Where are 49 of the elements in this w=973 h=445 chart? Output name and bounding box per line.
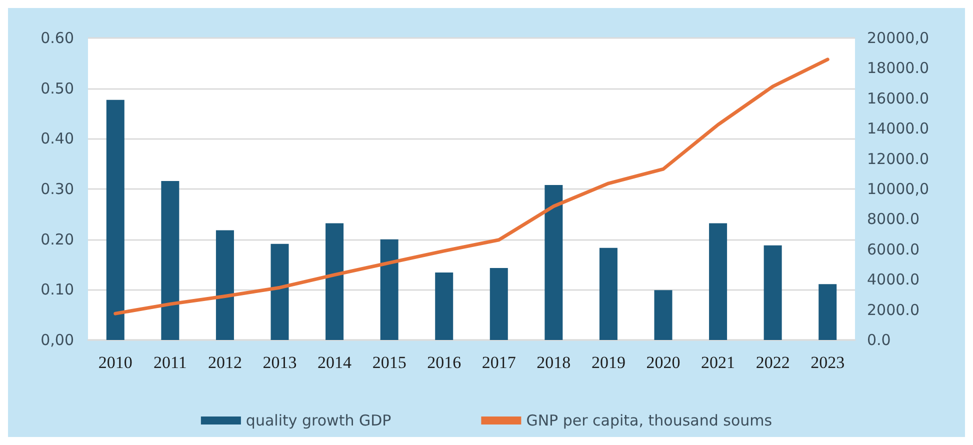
bar <box>161 180 180 340</box>
bar <box>270 244 289 340</box>
y-tick-label: 0.30 <box>40 180 74 198</box>
bar <box>544 184 563 340</box>
y2-tick-label: 2000.0 <box>867 300 920 319</box>
y-tick-label: 0.20 <box>40 230 74 248</box>
x-tick-label: 2016 <box>427 353 462 372</box>
legend-label: quality growth GDP <box>246 412 392 430</box>
legend-label: GNP per capita, thousand soums <box>526 412 772 430</box>
x-tick-label: 2014 <box>318 353 352 372</box>
y-tick-label: 0.10 <box>40 280 74 299</box>
bar <box>654 290 672 340</box>
bar <box>764 245 782 340</box>
x-tick-label: 2015 <box>372 353 406 372</box>
line-series <box>114 58 830 316</box>
y-tick-label: 0.60 <box>40 29 74 47</box>
y2-tick-label: 8000.0 <box>867 210 920 228</box>
y-tick-label: 0,00 <box>40 331 74 349</box>
x-tick-label: 2011 <box>153 353 187 372</box>
y2-tick-label: 6000.0 <box>867 240 920 258</box>
bar <box>818 284 837 340</box>
y2-tick-label: 18000.0 <box>867 59 930 78</box>
bar <box>709 223 728 340</box>
bar <box>380 239 398 340</box>
y2-tick-label: 14000.0 <box>867 120 930 138</box>
x-tick-label: 2018 <box>536 353 571 372</box>
x-tick-label: 2012 <box>208 353 242 372</box>
y2-tick-label: 4000.0 <box>867 270 920 289</box>
x-tick-label: 2013 <box>262 353 297 372</box>
bar <box>106 100 124 340</box>
y-tick-label: 0.40 <box>40 130 74 148</box>
x-tick-label: 2022 <box>756 353 790 372</box>
y2-tick-label: 12000.0 <box>867 150 930 168</box>
x-tick-label: 2023 <box>810 353 845 372</box>
y2-tick-label: 16000.0 <box>867 89 930 108</box>
bar <box>599 248 618 340</box>
x-tick-label: 2019 <box>591 353 626 372</box>
x-tick-label: 2017 <box>482 353 516 372</box>
y2-tick-label: 0.0 <box>867 331 891 349</box>
bar <box>435 272 454 340</box>
x-tick-label: 2021 <box>701 353 736 372</box>
x-tick-label: 2020 <box>646 353 680 372</box>
bar <box>490 268 508 340</box>
y2-tick-label: 10000,0 <box>867 180 930 198</box>
y2-tick-label: 20000,0 <box>867 29 930 47</box>
bar <box>216 230 234 340</box>
bar <box>326 223 344 340</box>
x-tick-label: 2010 <box>98 353 132 372</box>
y-tick-label: 0.50 <box>40 79 74 98</box>
